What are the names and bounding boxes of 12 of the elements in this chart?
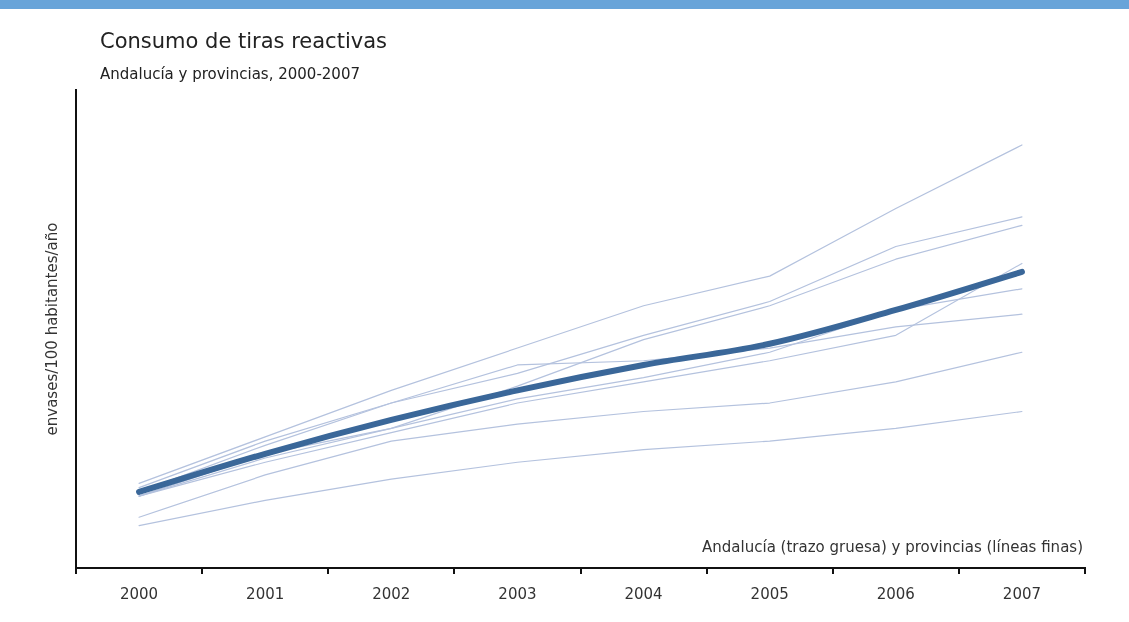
y-axis-title: envases/100 habitantes/año (42, 222, 61, 436)
chart-title: Consumo de tiras reactivas (100, 29, 387, 53)
x-tick-label: 2007 (1002, 584, 1042, 603)
x-tick-label: 2002 (372, 584, 411, 603)
chart-subtitle: Andalucía y provincias, 2000-2007 (100, 65, 360, 83)
x-tick-label: 2003 (498, 584, 537, 603)
annotation: Andalucía (trazo gruesa) y provincias (líneas finas) (702, 538, 1083, 556)
x-tick-label: 2005 (750, 584, 789, 603)
x-tick-label: 2001 (246, 584, 285, 603)
x-tick-label: 2004 (624, 584, 663, 603)
x-tick-label: 2006 (876, 584, 915, 603)
x-tick-label: 2000 (119, 584, 159, 603)
